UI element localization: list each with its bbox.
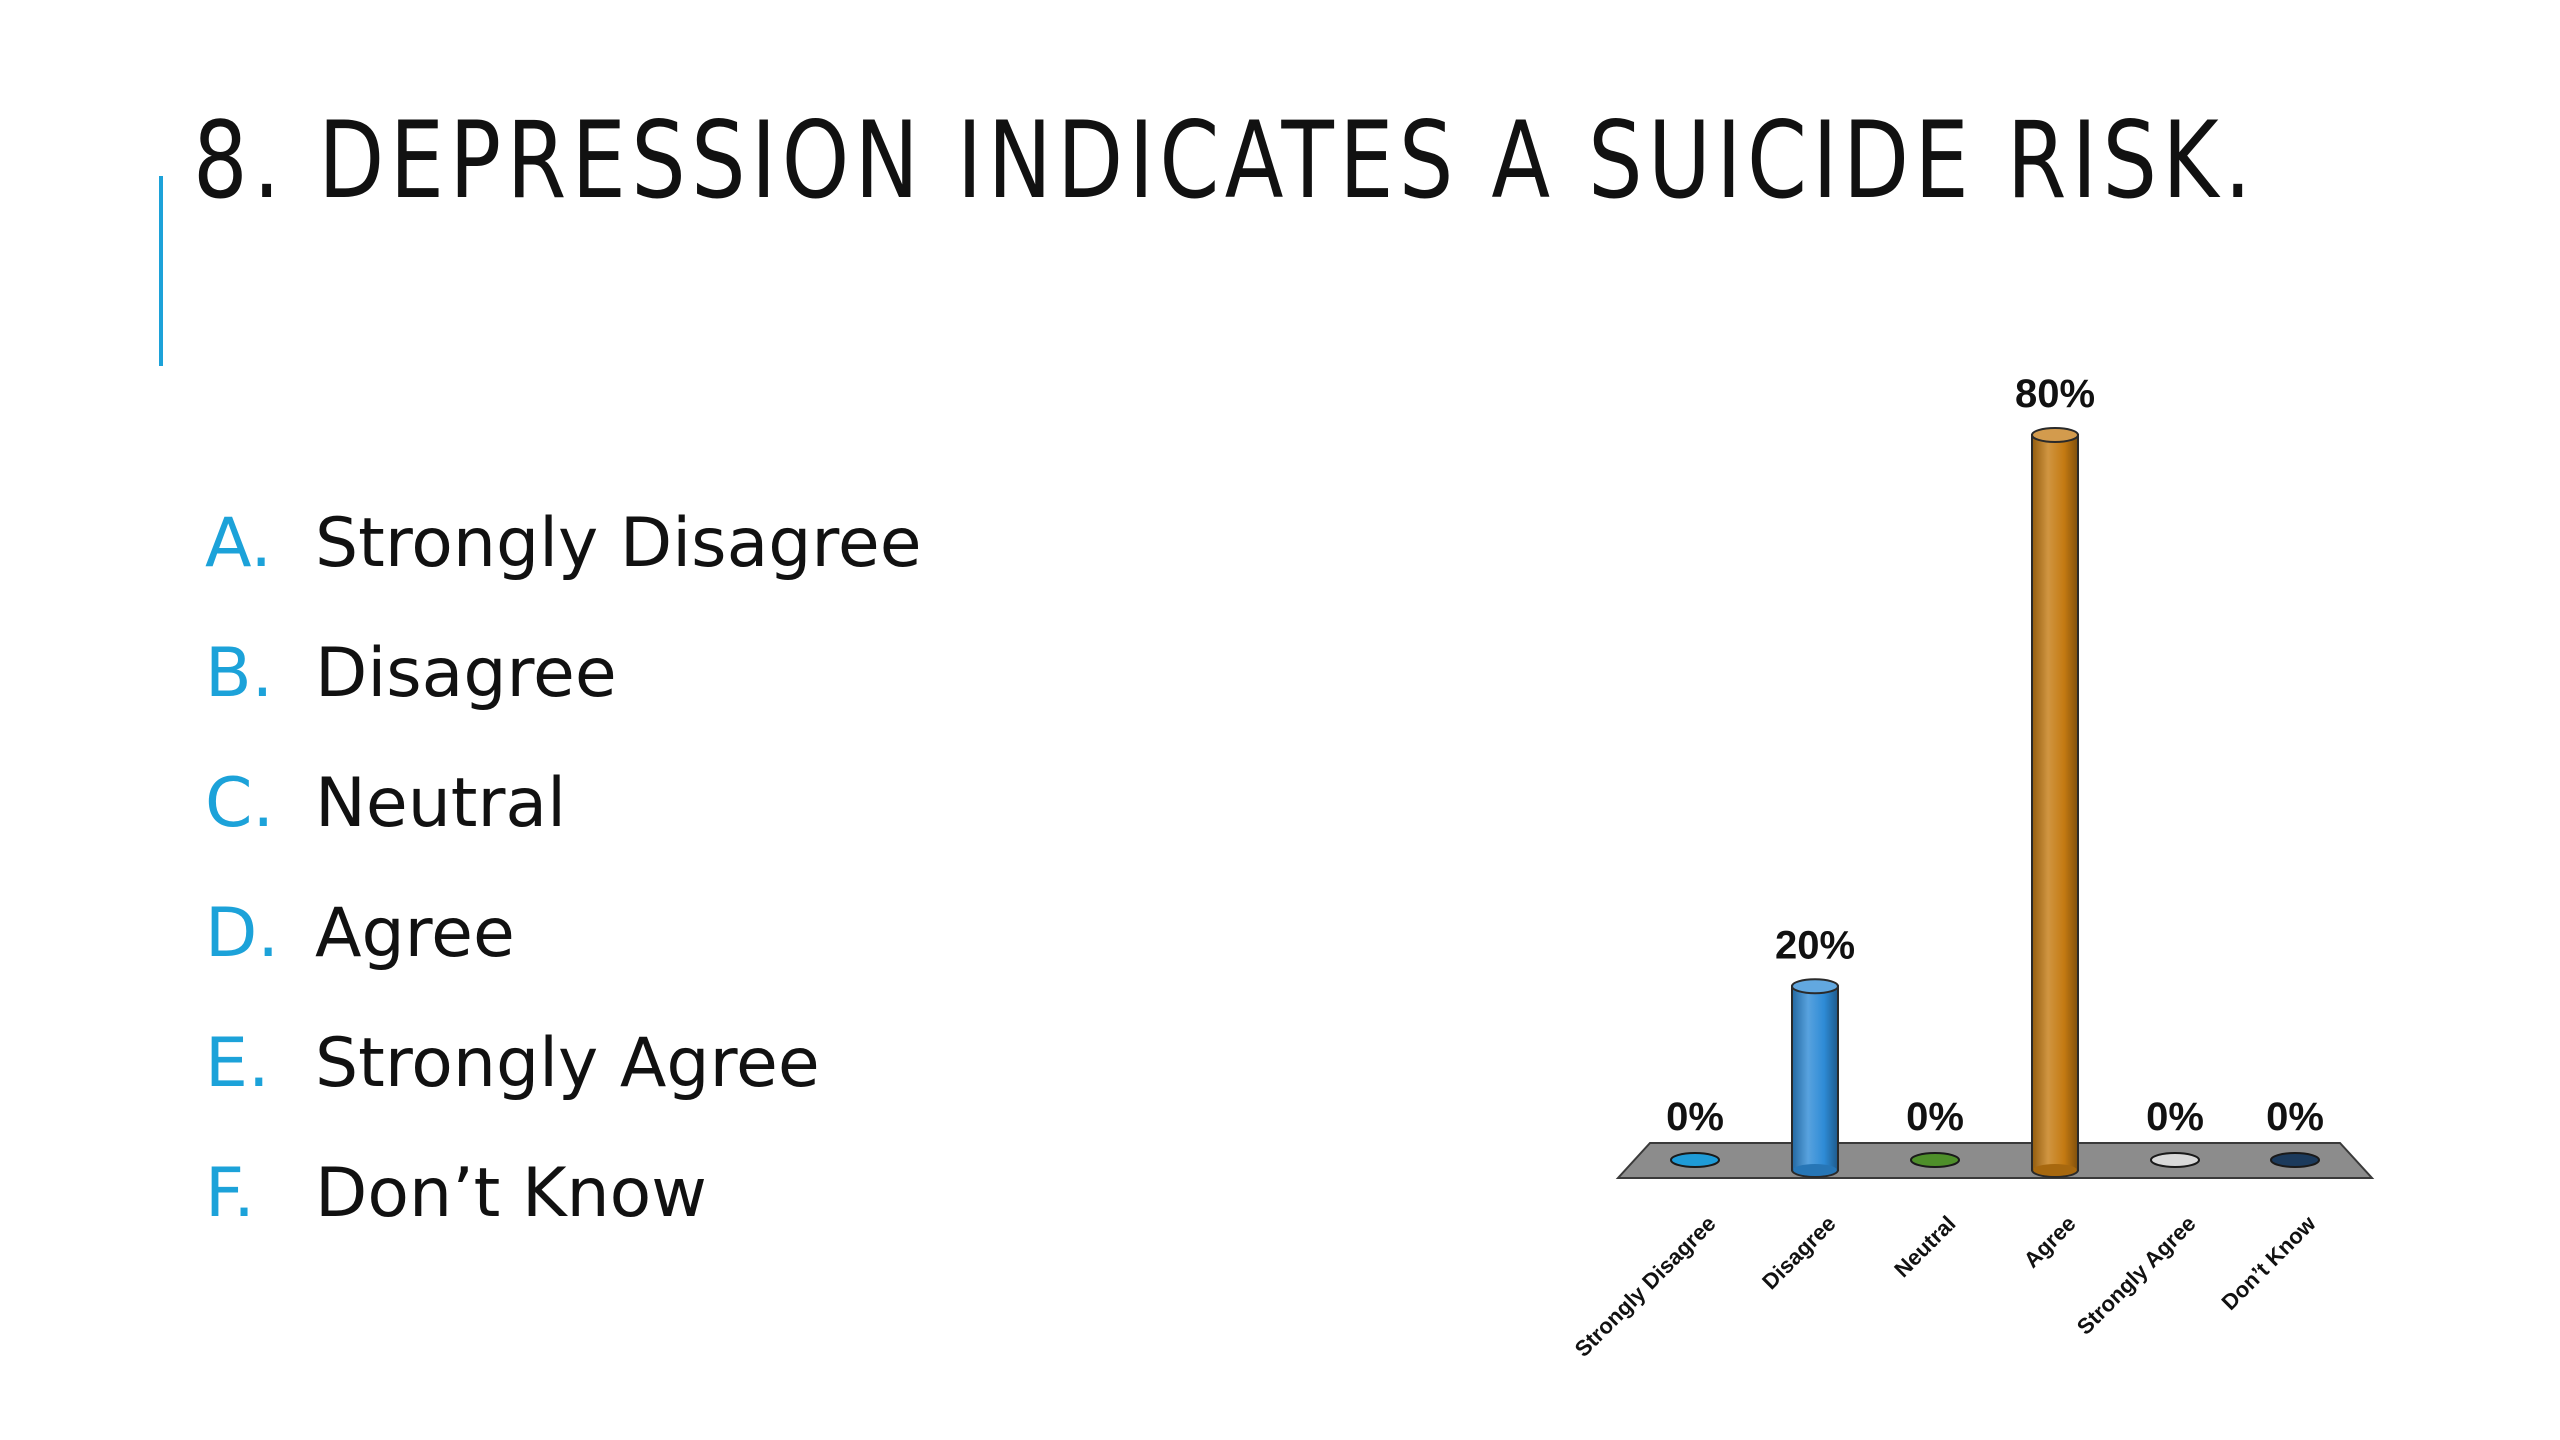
value-label: 0% (2266, 1095, 2324, 1139)
option-letter: E. (205, 1023, 270, 1103)
bar-marker (1670, 1152, 1720, 1168)
bar-base (1791, 1162, 1839, 1178)
bar-base-fill (2033, 1164, 2077, 1176)
option-letter: B. (205, 633, 274, 713)
value-label: 0% (1666, 1095, 1724, 1139)
option-letter: D. (205, 893, 279, 973)
bar-cap (1791, 978, 1839, 995)
bar (1791, 985, 1839, 1171)
bar-base-fill (1793, 1164, 1837, 1176)
value-label: 20% (1775, 923, 1855, 967)
bar-marker (1910, 1152, 1960, 1168)
option-letter: C. (205, 763, 275, 843)
option-b: B. Disagree (205, 608, 922, 738)
category-label: Don’t Know (2216, 1210, 2321, 1315)
option-label: Neutral (315, 763, 566, 843)
option-letter: F. (205, 1153, 255, 1233)
option-label: Strongly Disagree (315, 503, 922, 583)
category-label: Agree (2019, 1211, 2081, 1273)
accent-bar (159, 176, 163, 366)
chart-floor (1615, 1142, 2375, 1179)
option-label: Agree (315, 893, 515, 973)
bar-marker (2270, 1152, 2320, 1168)
option-a: A. Strongly Disagree (205, 478, 922, 608)
bar-cap (2031, 427, 2079, 443)
value-label: 80% (2015, 372, 2095, 416)
option-label: Don’t Know (315, 1153, 707, 1233)
value-label: 0% (1906, 1095, 1964, 1139)
slide-title: 8. DEPRESSION INDICATES A SUICIDE RISK. (193, 99, 2257, 222)
value-label: 0% (2146, 1095, 2204, 1139)
answer-options: A. Strongly Disagree B. Disagree C. Neutral… (205, 478, 922, 1258)
option-e: E. Strongly Agree (205, 998, 922, 1128)
bar (2031, 434, 2079, 1171)
option-c: C. Neutral (205, 738, 922, 868)
option-d: D. Agree (205, 868, 922, 998)
option-label: Disagree (315, 633, 617, 713)
bar-base (2031, 1162, 2079, 1178)
bar-marker (2150, 1152, 2200, 1168)
option-letter: A. (205, 503, 272, 583)
option-f: F. Don’t Know (205, 1128, 922, 1258)
category-label: Strongly Agree (2072, 1211, 2201, 1340)
category-label: Neutral (1889, 1211, 1960, 1282)
category-label: Disagree (1757, 1211, 1840, 1294)
category-label: Strongly Disagree (1570, 1211, 1721, 1362)
option-label: Strongly Agree (315, 1023, 820, 1103)
